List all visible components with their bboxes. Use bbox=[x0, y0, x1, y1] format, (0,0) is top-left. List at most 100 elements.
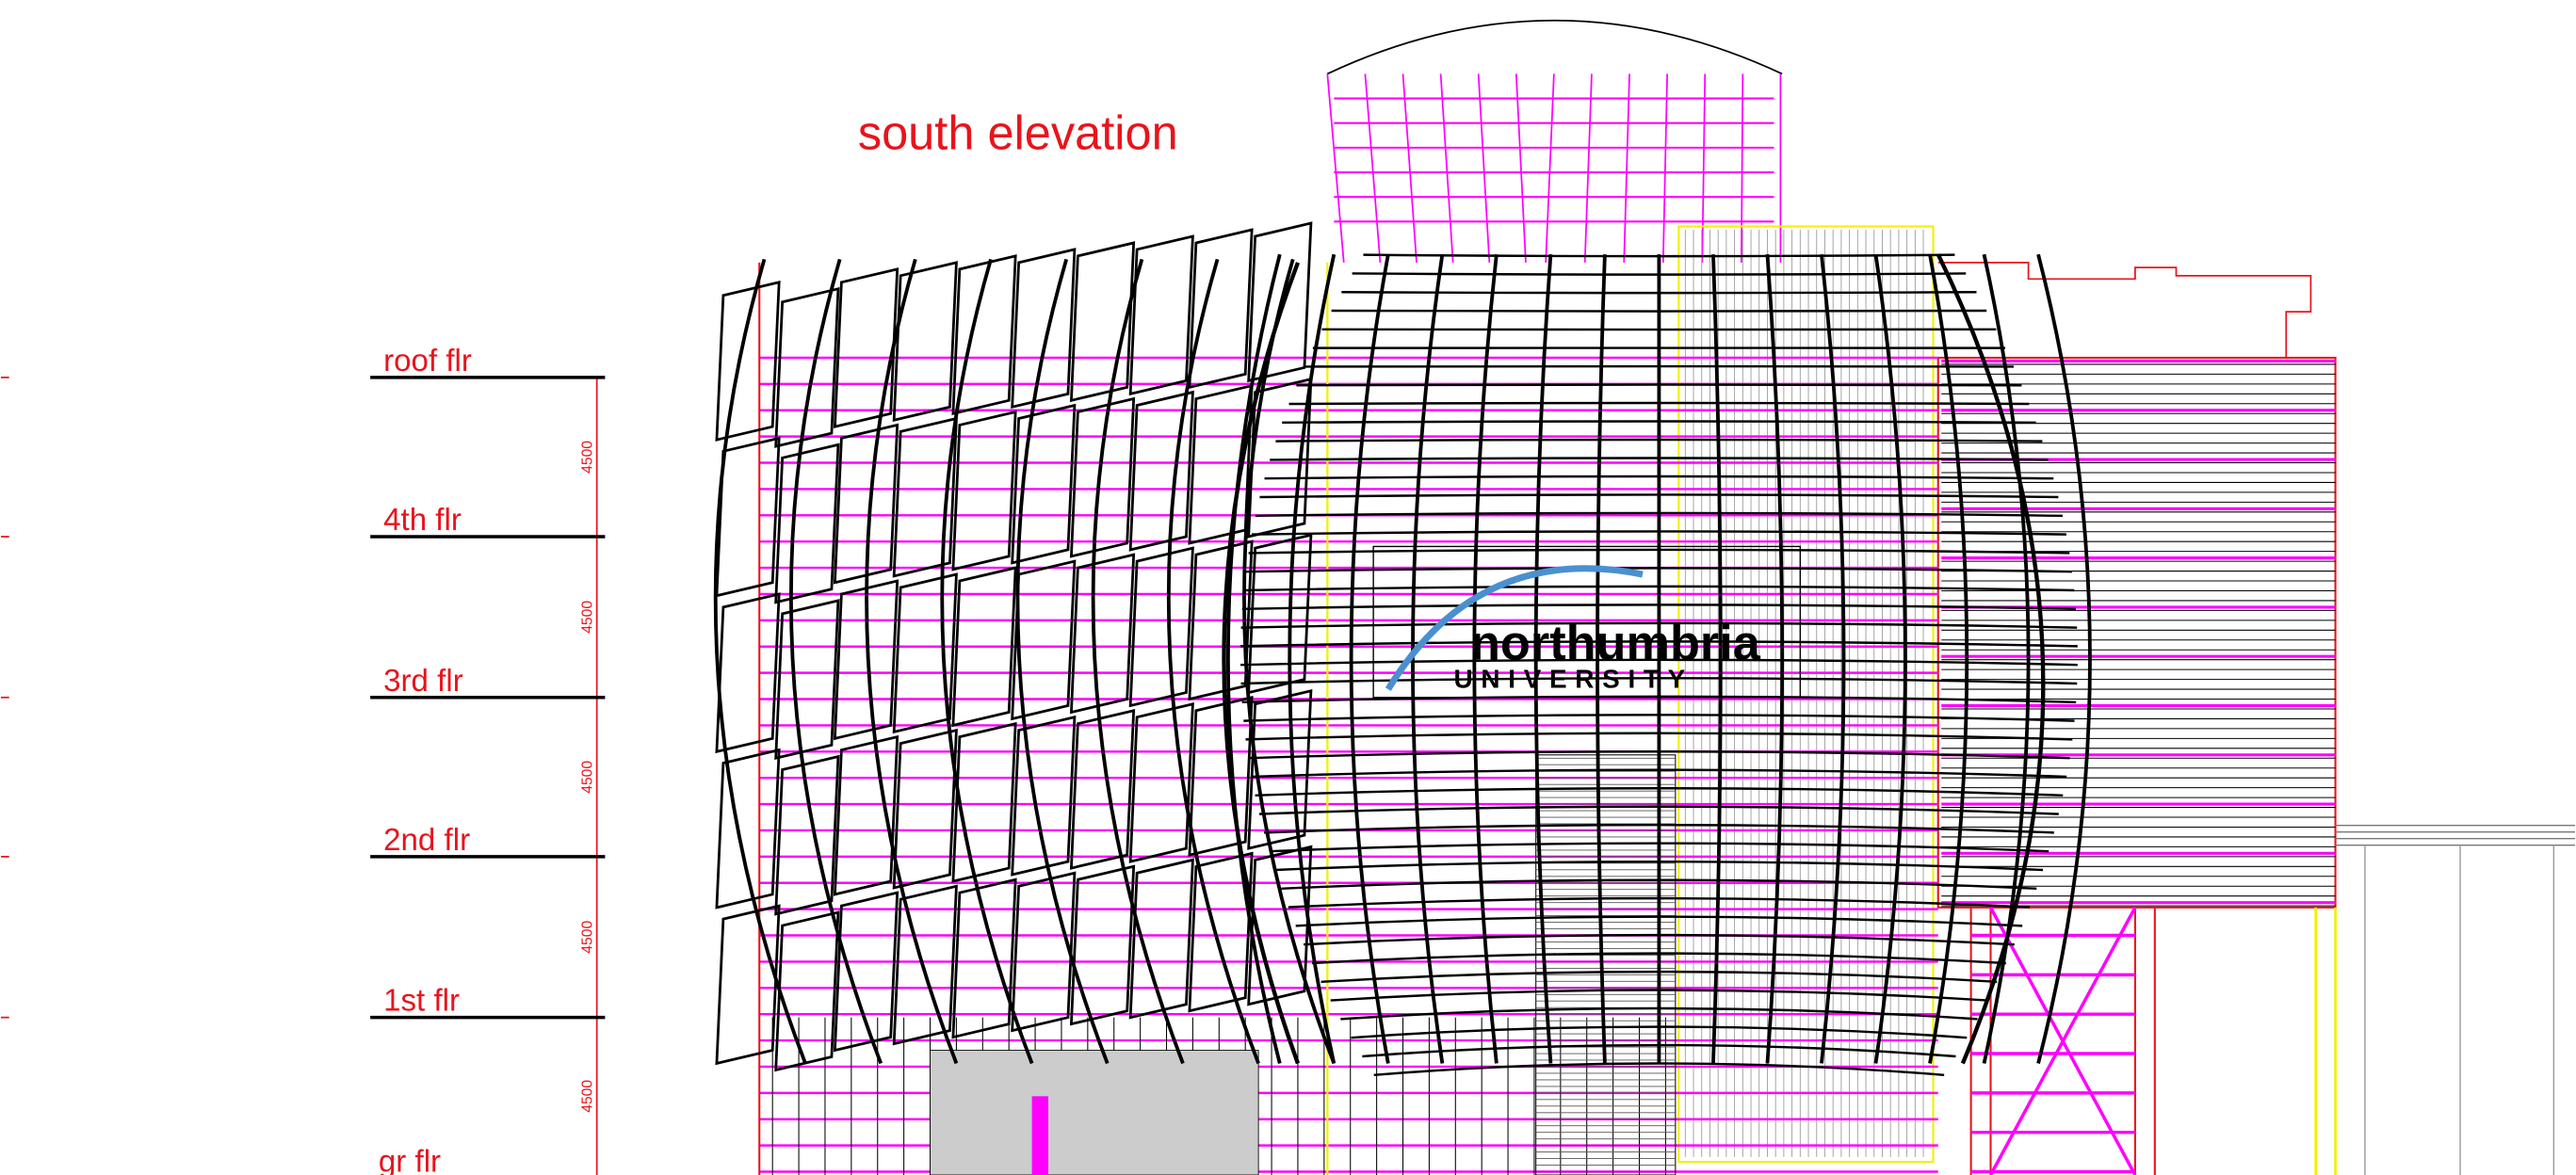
slat bbox=[1363, 253, 1955, 258]
rib bbox=[1225, 253, 1282, 1064]
level-label: 4th flr bbox=[383, 503, 462, 538]
rib bbox=[1015, 258, 1110, 1065]
slat bbox=[1269, 842, 2049, 853]
slat bbox=[1264, 475, 2054, 480]
level-label: gr flr bbox=[379, 1145, 441, 1175]
rib bbox=[1288, 253, 1337, 1064]
panel bbox=[1069, 241, 1136, 403]
tower-mullion bbox=[1583, 73, 1593, 263]
drawing-title: south elevation bbox=[858, 106, 1178, 160]
rib bbox=[1349, 253, 1390, 1064]
panel bbox=[951, 410, 1017, 571]
slat bbox=[1362, 1043, 1956, 1058]
slat bbox=[1264, 824, 2054, 834]
slat bbox=[1241, 604, 2077, 611]
panel bbox=[1011, 559, 1077, 721]
screen bbox=[1535, 754, 1677, 1175]
logo-subtitle: UNIVERSITY bbox=[1454, 664, 1693, 693]
panel bbox=[1247, 689, 1313, 850]
tower-mullion bbox=[1364, 73, 1382, 263]
slat bbox=[1251, 768, 2067, 779]
rib bbox=[1533, 254, 1553, 1064]
slat bbox=[1255, 511, 2063, 518]
rib bbox=[789, 258, 883, 1065]
rib bbox=[1928, 253, 1969, 1064]
slat bbox=[1243, 585, 2075, 592]
panel bbox=[1128, 390, 1194, 552]
panel bbox=[1188, 539, 1254, 701]
door bbox=[1031, 1096, 1049, 1175]
panel bbox=[951, 254, 1017, 416]
panel bbox=[892, 884, 958, 1046]
slat bbox=[1255, 787, 2064, 797]
panel bbox=[833, 891, 899, 1053]
slat bbox=[1251, 530, 2066, 536]
slat bbox=[1245, 732, 2073, 741]
tower-mullion bbox=[1515, 73, 1527, 263]
rib bbox=[865, 258, 959, 1065]
panel bbox=[951, 566, 1017, 728]
slat bbox=[1330, 989, 1988, 1002]
panel bbox=[774, 599, 840, 761]
panel bbox=[774, 910, 840, 1072]
rib bbox=[713, 258, 807, 1065]
panel bbox=[892, 728, 958, 890]
slat bbox=[1240, 677, 2078, 685]
slat bbox=[1241, 695, 2077, 704]
logo-swoosh bbox=[1385, 565, 1644, 691]
panel bbox=[1247, 845, 1313, 1006]
slat bbox=[1248, 548, 2070, 555]
panel bbox=[1069, 553, 1136, 715]
panel bbox=[1128, 546, 1194, 708]
slat bbox=[1259, 493, 2059, 499]
slat bbox=[1239, 658, 2078, 667]
rib bbox=[1166, 258, 1260, 1065]
slat bbox=[1240, 640, 2078, 648]
level-label: roof flr bbox=[383, 344, 472, 378]
slat bbox=[1281, 878, 2037, 891]
rib bbox=[1765, 254, 1785, 1064]
dimension-label: 4500 bbox=[579, 761, 595, 794]
slat bbox=[1270, 457, 2049, 461]
level-label: 2nd flr bbox=[383, 823, 470, 858]
slat bbox=[1240, 621, 2078, 629]
panel bbox=[1188, 228, 1254, 390]
panel bbox=[1011, 403, 1077, 565]
roof-outline bbox=[1937, 262, 2312, 358]
slat bbox=[1351, 1025, 1968, 1039]
rib bbox=[1411, 253, 1445, 1064]
panel bbox=[833, 734, 899, 896]
rib bbox=[1936, 253, 2046, 1065]
panel bbox=[715, 904, 781, 1066]
slat bbox=[1258, 805, 2059, 815]
panel bbox=[833, 579, 899, 741]
panel bbox=[833, 267, 899, 428]
panel bbox=[1069, 396, 1136, 558]
screen bbox=[930, 1050, 1259, 1175]
slat bbox=[1340, 1006, 1978, 1021]
panel bbox=[1247, 533, 1313, 695]
dimension-label: 4500 bbox=[579, 1080, 595, 1113]
slat bbox=[1288, 401, 2030, 406]
plant-box bbox=[1677, 225, 1935, 1164]
panel bbox=[1247, 221, 1313, 383]
slat bbox=[1304, 933, 2015, 946]
rib bbox=[1873, 253, 1907, 1064]
panel bbox=[1011, 715, 1077, 877]
slat bbox=[1295, 915, 2023, 927]
slat bbox=[1248, 750, 2070, 760]
tower-mullion bbox=[1701, 73, 1707, 263]
slat bbox=[1352, 272, 1967, 276]
logo-name: northumbria bbox=[1470, 617, 1761, 671]
panel bbox=[1128, 234, 1194, 396]
slat bbox=[1373, 1062, 1945, 1077]
tower-mullion bbox=[1326, 73, 1345, 263]
level-label: 3rd flr bbox=[383, 664, 463, 699]
slat bbox=[1275, 438, 2043, 443]
dimension-label: 4500 bbox=[579, 921, 595, 954]
panel bbox=[1188, 696, 1254, 857]
slat bbox=[1243, 714, 2075, 722]
panel bbox=[892, 261, 958, 422]
